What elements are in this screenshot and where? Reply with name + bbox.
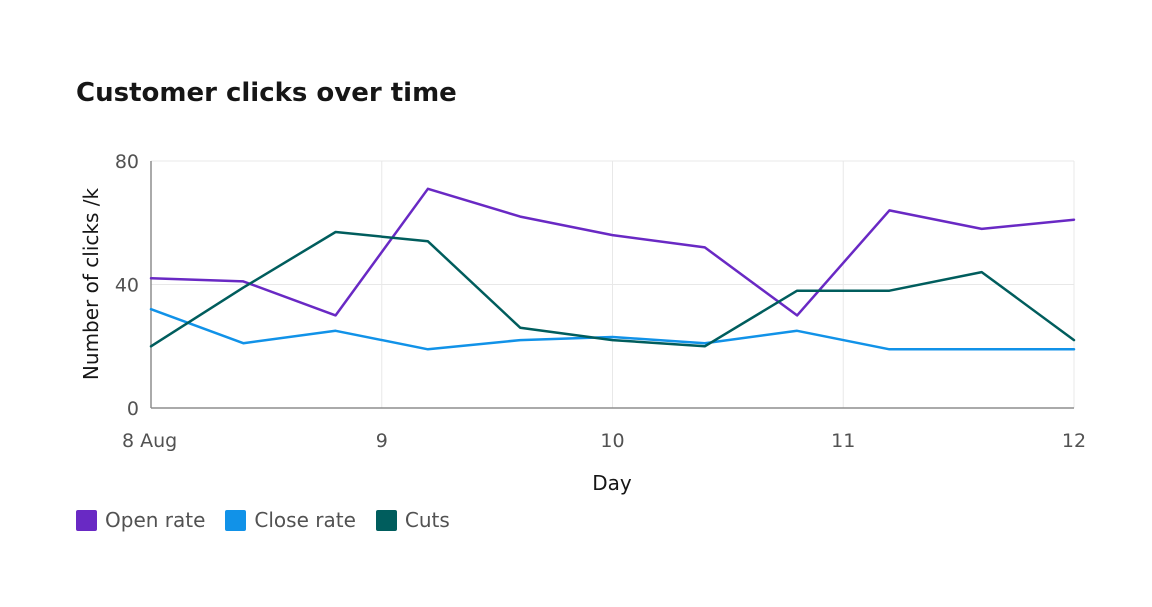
legend-item-cuts: Cuts	[376, 508, 450, 532]
x-tick-label: 10	[600, 430, 624, 452]
y-axis-title: Number of clicks /k	[79, 188, 103, 381]
legend-item-open-rate: Open rate	[76, 508, 205, 532]
y-tick-label: 80	[115, 151, 139, 173]
legend-item-close-rate: Close rate	[225, 508, 355, 532]
x-axis-title: Day	[592, 471, 632, 495]
legend-label: Close rate	[254, 508, 355, 532]
legend-swatch	[76, 510, 97, 531]
x-tick-label: 9	[376, 430, 388, 452]
y-tick-label: 40	[115, 275, 139, 297]
legend-swatch	[225, 510, 246, 531]
y-tick-label: 0	[127, 398, 139, 420]
legend-label: Open rate	[105, 508, 205, 532]
legend-swatch	[376, 510, 397, 531]
x-tick-labels: 8 Aug 9 10 11 12	[122, 430, 1086, 452]
x-tick-label: 11	[831, 430, 855, 452]
x-tick-label: 8 Aug	[122, 430, 177, 452]
y-tick-labels: 0 40 80	[115, 151, 139, 420]
x-tick-label: 12	[1062, 430, 1086, 452]
gridlines	[151, 161, 1074, 408]
legend-label: Cuts	[405, 508, 450, 532]
legend: Open rate Close rate Cuts	[76, 508, 450, 532]
